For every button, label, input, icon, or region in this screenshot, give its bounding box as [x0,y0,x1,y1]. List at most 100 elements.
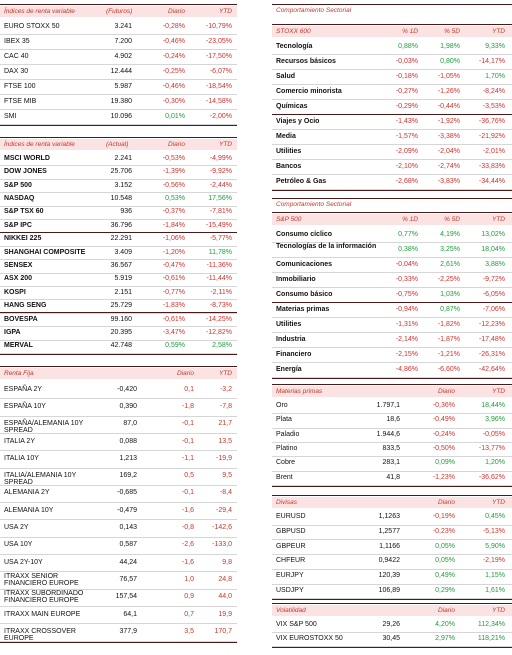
cell-value: -0,18% [395,72,418,80]
cell-value: -13,77% [478,445,505,453]
header-bg [272,26,512,37]
cell-value: 0,9422 [378,557,400,565]
row-label: Utilities [276,320,302,328]
cell-value: -7,81% [209,208,232,216]
cell-value: 1,61% [485,586,505,594]
cell-value: 42.748 [110,342,132,350]
row-rule [272,583,512,585]
row-label: MERVAL [4,342,33,350]
column-header: YTD [219,141,232,148]
cell-value: -0,24% [432,430,455,438]
cell-value: 1,70% [485,72,505,80]
row-label: ITALIA 10Y [4,454,39,462]
row-label: Media [276,132,296,140]
row-label: FTSE 100 [4,82,36,90]
cell-value: 0,09% [435,459,455,467]
cell-value: -1,26% [437,87,460,95]
cell-value: -2,04% [437,147,460,155]
cell-value: -9,92% [209,168,232,176]
cell-value: -0,479 [117,506,137,514]
cell-value: 1,1263 [378,513,400,521]
cell-value: 0,390 [119,402,137,410]
row-rule [272,287,512,288]
cell-value: 1.944,6 [376,430,400,438]
cell-value: 25.706 [110,168,132,176]
cell-value: -0,28% [162,22,185,30]
cell-value: -0,29% [395,102,418,110]
row-rule [0,484,237,486]
row-rule [272,598,512,600]
cell-value: -0,685 [117,489,137,497]
cell-value: 41,8 [386,473,400,481]
row-rule [0,450,237,452]
panel-rule [0,125,237,126]
cell-value: 0,45% [485,513,505,521]
row-label: USA 2Y [4,524,29,532]
row-label: Paladio [276,430,300,438]
cell-value: -1,23% [432,473,455,481]
row-rule [272,189,512,190]
cell-value: 0,49% [435,572,455,580]
row-label: ESPAÑA 10Y [4,402,46,410]
cell-value: 7.200 [114,37,132,45]
column-header: Diario [168,8,185,15]
row-rule [0,109,237,110]
header-label: STOXX 600 [276,28,311,35]
row-label: EURUSD [276,513,306,521]
row-label: EURJPY [276,572,304,580]
row-rule [272,347,512,348]
cell-value: 10.096 [110,112,132,120]
cell-value: -1,31% [395,320,418,328]
row-rule [272,302,512,303]
cell-value: 0,088 [119,437,137,445]
cell-value: -14,25% [205,315,232,323]
row-label: HANG SENG [4,302,47,310]
column-header: (Actual) [106,141,129,148]
row-label: Financiero [276,350,312,358]
cell-value: 36.796 [110,221,132,229]
cell-value: -1,6 [181,506,194,514]
panel-rule [272,485,512,487]
cell-value: 1,1166 [379,542,400,550]
cell-value: -0,1 [181,437,194,445]
cell-value: 0,59% [165,342,185,350]
cell-value: -2,14% [395,335,418,343]
cell-value: 377,9 [119,627,137,635]
cell-value: -5,13% [482,528,505,536]
row-rule [0,339,237,341]
cell-value: 118,21% [477,635,505,642]
cell-value: 1,0 [184,575,194,583]
row-rule [0,286,237,287]
cell-value: 3,88% [485,260,505,268]
row-rule [272,554,512,556]
cell-value: -0,03% [395,57,418,65]
row-label: Energía [276,365,302,373]
cell-value: -0,61% [162,275,185,283]
cell-value: 76,57 [119,575,137,583]
row-rule [0,219,237,220]
cell-value: -11,36% [206,261,232,269]
cell-value: 4,20% [435,621,455,628]
row-rule [272,632,512,633]
row-label: NIKKEI 225 [4,235,42,243]
cell-value: 5.987 [114,82,132,90]
row-rule [0,415,237,417]
cell-value: -0,8 [181,524,194,532]
cell-value: -11,44% [206,275,232,283]
cell-value: -2,68% [395,177,418,185]
row-label: GBPUSD [276,528,306,536]
cell-value: 9,5 [222,472,232,480]
row-rule [272,317,512,318]
column-header: Diario [438,499,455,506]
cell-value: 44,24 [119,558,137,566]
cell-value: -8,4 [219,489,232,497]
cell-value: -0,50% [432,445,455,453]
cell-value: -1,1 [181,454,194,462]
cell-value: 170,7 [214,627,232,635]
cell-value: 1,2577 [378,528,400,536]
cell-value: 19.380 [110,97,132,105]
column-header: % 5D [444,28,460,35]
cell-value: -2,19% [482,557,505,565]
cell-value: -4,99% [209,154,232,162]
panel-rule [272,198,512,199]
